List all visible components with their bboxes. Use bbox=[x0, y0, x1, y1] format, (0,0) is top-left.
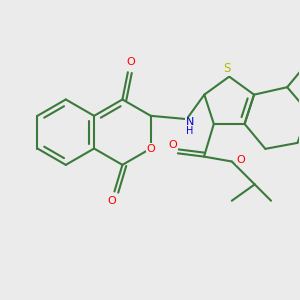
Text: O: O bbox=[236, 154, 245, 164]
Text: S: S bbox=[224, 62, 231, 75]
Text: O: O bbox=[146, 143, 155, 154]
Text: O: O bbox=[169, 140, 177, 150]
Text: N: N bbox=[185, 117, 194, 127]
Text: O: O bbox=[107, 196, 116, 206]
Text: O: O bbox=[127, 57, 135, 67]
Text: H: H bbox=[186, 126, 194, 136]
